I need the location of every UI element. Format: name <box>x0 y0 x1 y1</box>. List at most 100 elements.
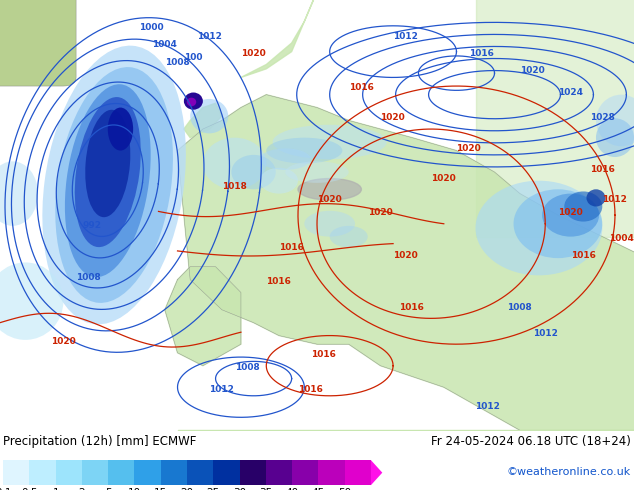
Text: 1004: 1004 <box>609 234 633 243</box>
Ellipse shape <box>0 161 38 226</box>
Text: 40: 40 <box>285 488 299 490</box>
Text: 1020: 1020 <box>431 173 456 183</box>
Bar <box>345 460 371 485</box>
Text: 1020: 1020 <box>393 251 418 260</box>
Text: 1012: 1012 <box>209 385 234 393</box>
Text: 1020: 1020 <box>368 208 392 217</box>
Bar <box>134 460 161 485</box>
Text: 0.1: 0.1 <box>0 488 11 490</box>
Ellipse shape <box>596 95 634 147</box>
Ellipse shape <box>266 138 342 164</box>
Ellipse shape <box>55 67 173 303</box>
Bar <box>82 460 108 485</box>
Text: 1004: 1004 <box>152 40 177 49</box>
Text: 1016: 1016 <box>298 385 323 393</box>
Text: Fr 24-05-2024 06.18 UTC (18+24): Fr 24-05-2024 06.18 UTC (18+24) <box>431 435 631 448</box>
Ellipse shape <box>285 161 349 183</box>
Text: 1020: 1020 <box>241 49 266 58</box>
Bar <box>266 460 292 485</box>
Text: 1016: 1016 <box>590 165 614 174</box>
Bar <box>292 460 318 485</box>
Ellipse shape <box>304 211 355 237</box>
Bar <box>29 460 56 485</box>
Polygon shape <box>165 267 241 366</box>
Ellipse shape <box>596 118 634 157</box>
Ellipse shape <box>476 181 602 275</box>
Text: 1024: 1024 <box>558 88 583 97</box>
Text: 1012: 1012 <box>197 32 221 41</box>
Text: 1008: 1008 <box>507 303 532 312</box>
Ellipse shape <box>0 263 63 340</box>
Bar <box>213 460 240 485</box>
Ellipse shape <box>108 107 133 150</box>
Polygon shape <box>184 103 222 138</box>
Text: 1016: 1016 <box>349 83 373 92</box>
Ellipse shape <box>65 84 151 277</box>
Text: 1000: 1000 <box>139 23 164 32</box>
Text: 25: 25 <box>207 488 220 490</box>
Text: 35: 35 <box>259 488 273 490</box>
Ellipse shape <box>564 192 602 221</box>
Text: 10: 10 <box>128 488 141 490</box>
Text: 1016: 1016 <box>399 303 424 312</box>
Text: 1008: 1008 <box>165 57 190 67</box>
Bar <box>3 460 29 485</box>
Text: 1028: 1028 <box>590 114 614 122</box>
Bar <box>187 460 213 485</box>
Text: ©weatheronline.co.uk: ©weatheronline.co.uk <box>507 467 631 477</box>
Ellipse shape <box>184 93 203 110</box>
Text: 45: 45 <box>312 488 325 490</box>
Text: 1016: 1016 <box>279 243 304 251</box>
Ellipse shape <box>75 97 141 247</box>
FancyBboxPatch shape <box>0 0 76 86</box>
Text: 1008: 1008 <box>76 272 101 282</box>
Bar <box>161 460 187 485</box>
Text: 1016: 1016 <box>469 49 494 58</box>
Ellipse shape <box>231 155 276 189</box>
Text: 50: 50 <box>338 488 351 490</box>
Text: Precipitation (12h) [mm] ECMWF: Precipitation (12h) [mm] ECMWF <box>3 435 197 448</box>
Ellipse shape <box>586 189 605 206</box>
Polygon shape <box>178 95 634 430</box>
Text: 15: 15 <box>154 488 167 490</box>
Ellipse shape <box>85 110 131 217</box>
Text: 5: 5 <box>105 488 112 490</box>
Text: 1020: 1020 <box>520 66 545 75</box>
Text: 0.5: 0.5 <box>21 488 37 490</box>
Text: 1020: 1020 <box>558 208 583 217</box>
Text: 1012: 1012 <box>602 195 627 204</box>
Ellipse shape <box>273 125 387 159</box>
Text: 1018: 1018 <box>222 182 247 191</box>
Text: 992: 992 <box>82 221 101 230</box>
Text: 2: 2 <box>79 488 86 490</box>
Text: 1020: 1020 <box>456 144 481 152</box>
Ellipse shape <box>42 46 186 324</box>
Bar <box>108 460 134 485</box>
Text: 1020: 1020 <box>380 114 405 122</box>
Text: 1: 1 <box>53 488 59 490</box>
Text: 1016: 1016 <box>266 277 291 286</box>
Ellipse shape <box>260 148 311 170</box>
Text: 1012: 1012 <box>476 402 500 411</box>
Bar <box>318 460 345 485</box>
Ellipse shape <box>260 168 298 194</box>
Text: 1016: 1016 <box>311 350 335 359</box>
Text: 20: 20 <box>181 488 193 490</box>
Polygon shape <box>371 460 382 485</box>
Bar <box>240 460 266 485</box>
Ellipse shape <box>514 189 602 258</box>
Text: 1020: 1020 <box>51 337 75 346</box>
Polygon shape <box>241 0 317 77</box>
Ellipse shape <box>542 194 599 237</box>
Text: 30: 30 <box>233 488 246 490</box>
Text: 1012: 1012 <box>393 32 418 41</box>
Bar <box>56 460 82 485</box>
Text: 1020: 1020 <box>317 195 342 204</box>
Ellipse shape <box>190 99 228 133</box>
Text: 100: 100 <box>184 53 202 62</box>
Text: 1012: 1012 <box>533 329 557 338</box>
Ellipse shape <box>203 138 266 189</box>
Text: 1008: 1008 <box>235 363 259 372</box>
Ellipse shape <box>298 178 361 200</box>
Ellipse shape <box>186 98 196 106</box>
